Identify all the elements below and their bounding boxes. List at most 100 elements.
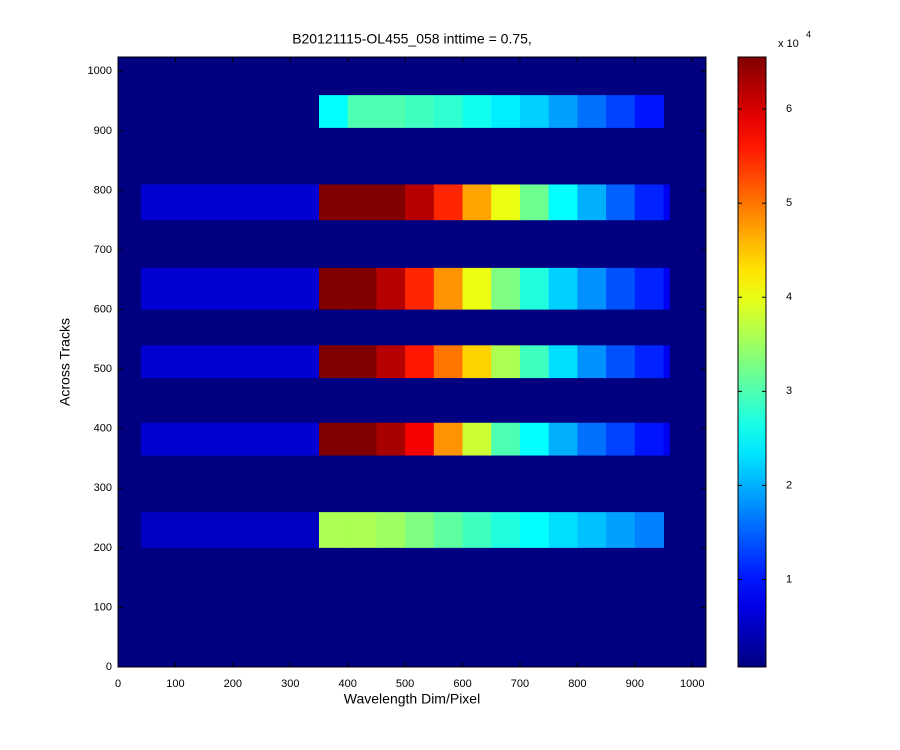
heatmap-cell bbox=[663, 422, 670, 456]
heatmap-cell bbox=[606, 95, 636, 128]
heatmap-cell bbox=[519, 184, 550, 221]
heatmap-cell bbox=[347, 345, 377, 379]
heatmap-cell bbox=[462, 95, 492, 128]
y-tick-label: 800 bbox=[94, 184, 112, 196]
x-tick-label: 300 bbox=[281, 678, 299, 690]
x-tick-label: 200 bbox=[224, 678, 242, 690]
heatmap-cell bbox=[318, 184, 349, 221]
x-tick-label: 900 bbox=[626, 678, 644, 690]
heatmap-cell bbox=[606, 512, 636, 548]
heatmap-cell bbox=[376, 184, 406, 221]
colorbar-tick-label: 1 bbox=[786, 573, 792, 585]
heatmap-cell bbox=[140, 512, 320, 548]
colorbar bbox=[737, 56, 767, 668]
heatmap-cell bbox=[634, 95, 665, 128]
x-tick-label: 0 bbox=[115, 678, 121, 690]
heatmap-cell bbox=[548, 512, 578, 548]
heatmap-cell bbox=[140, 345, 320, 379]
heatmap-cell bbox=[462, 422, 492, 456]
heatmap-cell bbox=[491, 184, 521, 221]
colorbar-exponent-power: 4 bbox=[806, 29, 811, 39]
colorbar-tick-label: 2 bbox=[786, 479, 792, 491]
heatmap-cell bbox=[577, 345, 607, 379]
heatmap-cell bbox=[634, 267, 665, 310]
heatmap-cell bbox=[318, 95, 349, 128]
y-tick-label: 700 bbox=[94, 244, 112, 256]
heatmap-cell bbox=[140, 422, 320, 456]
heatmap-cell bbox=[548, 267, 578, 310]
heatmap-cell bbox=[634, 184, 665, 221]
heatmap-cell bbox=[405, 95, 435, 128]
heatmap-cell bbox=[462, 267, 492, 310]
heatmap-cell bbox=[433, 345, 464, 379]
colorbar-tick-label: 5 bbox=[786, 197, 792, 209]
heatmap-cell bbox=[491, 95, 521, 128]
x-axis-label: Wavelength Dim/Pixel bbox=[344, 691, 480, 707]
colorbar-exponent: x 10 bbox=[778, 38, 799, 50]
colorbar-tick-label: 3 bbox=[786, 385, 792, 397]
x-tick-label: 800 bbox=[568, 678, 586, 690]
heatmap-cell bbox=[519, 95, 550, 128]
heatmap-cell bbox=[347, 184, 377, 221]
heatmap-cell bbox=[519, 345, 550, 379]
heatmap-cell bbox=[433, 512, 464, 548]
y-tick-label: 500 bbox=[94, 363, 112, 375]
heatmap-cell bbox=[577, 422, 607, 456]
heatmap-cell bbox=[405, 512, 435, 548]
heatmap-cell bbox=[491, 512, 521, 548]
x-tick-label: 500 bbox=[396, 678, 414, 690]
heatmap-cell bbox=[663, 345, 670, 379]
heatmap-cell bbox=[405, 267, 435, 310]
y-tick-label: 200 bbox=[94, 542, 112, 554]
y-tick-label: 300 bbox=[94, 482, 112, 494]
y-axis-label: Across Tracks bbox=[57, 318, 73, 406]
heatmap-cell bbox=[491, 345, 521, 379]
colorbar-tick-label: 4 bbox=[786, 291, 792, 303]
heatmap-cell bbox=[376, 95, 406, 128]
heatmap-cell bbox=[634, 345, 665, 379]
y-tick-label: 600 bbox=[94, 303, 112, 315]
heatmap-cell bbox=[577, 267, 607, 310]
heatmap-cell bbox=[462, 512, 492, 548]
heatmap-cell bbox=[405, 422, 435, 456]
chart-title: B20121115-OL455_058 inttime = 0.75, bbox=[292, 31, 532, 47]
y-tick-label: 100 bbox=[94, 601, 112, 613]
heatmap-cell bbox=[519, 422, 550, 456]
heatmap-cell bbox=[634, 422, 665, 456]
heatmap-cell bbox=[548, 422, 578, 456]
y-tick-label: 1000 bbox=[88, 65, 112, 77]
heatmap-cell bbox=[347, 422, 377, 456]
heatmap-cell bbox=[376, 345, 406, 379]
heatmap-cell bbox=[376, 267, 406, 310]
heatmap-cell bbox=[433, 267, 464, 310]
heatmap-cell bbox=[433, 184, 464, 221]
heatmap-cell bbox=[491, 267, 521, 310]
heatmap-cell bbox=[663, 184, 670, 221]
heatmap-cell bbox=[548, 184, 578, 221]
y-tick-label: 900 bbox=[94, 125, 112, 137]
heatmap-cell bbox=[318, 422, 349, 456]
heatmap-cell bbox=[462, 184, 492, 221]
heatmap-cell bbox=[405, 184, 435, 221]
heatmap-cell bbox=[491, 422, 521, 456]
heatmap-cell bbox=[606, 345, 636, 379]
heatmap-cell bbox=[577, 95, 607, 128]
colorbar-tick-label: 6 bbox=[786, 103, 792, 115]
y-tick-label: 0 bbox=[106, 661, 112, 673]
heatmap-cell bbox=[548, 95, 578, 128]
heatmap-cell bbox=[347, 267, 377, 310]
y-tick-label: 400 bbox=[94, 423, 112, 435]
x-tick-label: 600 bbox=[453, 678, 471, 690]
heatmap-cell bbox=[140, 184, 320, 221]
heatmap-cell bbox=[376, 512, 406, 548]
heatmap-cell bbox=[318, 345, 349, 379]
heatmap-cell bbox=[519, 512, 550, 548]
heatmap-cell bbox=[606, 422, 636, 456]
heatmap-cell bbox=[433, 422, 464, 456]
heatmap-cell bbox=[577, 512, 607, 548]
heatmap-cell bbox=[634, 512, 665, 548]
heatmap-cell bbox=[663, 267, 670, 310]
heatmap-cell bbox=[519, 267, 550, 310]
heatmap-cell bbox=[347, 95, 377, 128]
